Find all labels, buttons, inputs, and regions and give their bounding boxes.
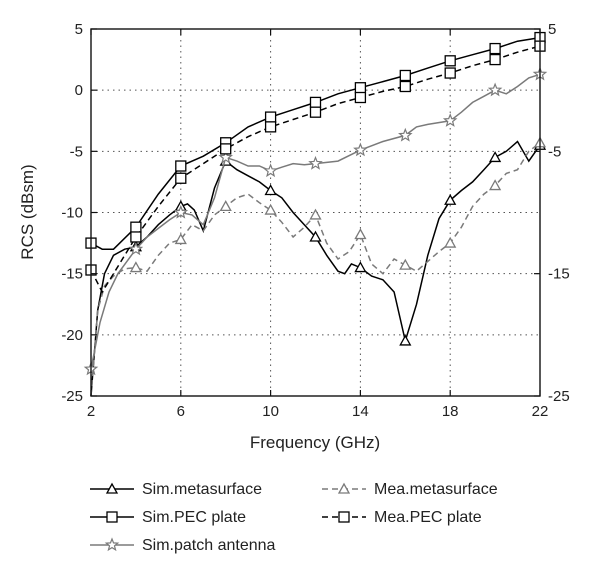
right-y-tick-label: -15 xyxy=(548,266,570,283)
mea-metasurface-marker xyxy=(309,208,322,220)
legend-item: Mea.metasurface xyxy=(322,481,498,498)
sim-metasurface-marker xyxy=(354,261,367,273)
y-tick-label: -25 xyxy=(61,388,83,405)
sim-metasurface-marker xyxy=(309,230,322,242)
legend-marker xyxy=(104,537,120,552)
sim-metasurface-marker xyxy=(488,151,502,163)
series-line-mea-metasurface xyxy=(90,142,541,397)
legend-label: Mea.PEC plate xyxy=(374,509,482,526)
y-tick-label: -15 xyxy=(61,266,83,283)
series-sim-patch-antenna xyxy=(83,66,548,376)
sim-metasurface-marker xyxy=(399,334,412,346)
sim-metasurface-marker xyxy=(444,193,457,205)
sim-pec-plate-marker xyxy=(309,96,322,109)
series-line-mea-pec-plate xyxy=(90,45,541,294)
sim-patch-antenna-marker xyxy=(263,163,278,178)
mea-pec-plate-marker xyxy=(444,67,456,79)
sim-pec-plate-marker xyxy=(130,221,142,233)
y-tick-label: -10 xyxy=(61,205,83,222)
mea-pec-plate-marker xyxy=(130,231,142,243)
legend-label: Sim.PEC plate xyxy=(142,509,246,526)
mea-metasurface-marker xyxy=(219,200,232,212)
right-y-tick-label: 5 xyxy=(548,21,556,38)
sim-pec-plate-marker xyxy=(399,69,411,82)
mea-pec-plate-marker xyxy=(175,172,187,184)
mea-pec-plate-marker xyxy=(399,80,411,93)
mea-metasurface-marker xyxy=(488,179,502,191)
series-sim-metasurface xyxy=(90,138,547,397)
x-tick-label: 18 xyxy=(442,403,459,420)
x-tick-label: 2 xyxy=(87,403,95,420)
x-tick-label: 10 xyxy=(262,403,279,420)
legend-item: Sim.PEC plate xyxy=(90,509,246,526)
series-line-sim-metasurface xyxy=(90,140,541,397)
legend-marker xyxy=(338,511,350,523)
sim-patch-antenna-marker xyxy=(353,142,368,157)
series-line-sim-pec-plate xyxy=(90,36,541,250)
sim-metasurface-marker xyxy=(264,184,277,196)
mea-metasurface-marker xyxy=(174,233,187,245)
right-y-tick-label: -5 xyxy=(548,143,561,160)
sim-patch-antenna-marker xyxy=(442,113,458,127)
y-tick-label: 0 xyxy=(75,82,83,99)
sim-pec-plate-marker xyxy=(264,111,277,123)
legend-marker xyxy=(105,482,119,494)
sim-patch-antenna-marker xyxy=(218,149,233,164)
mea-pec-plate-marker xyxy=(354,91,367,104)
mea-metasurface-marker xyxy=(444,236,457,248)
mea-pec-plate-marker xyxy=(220,143,232,155)
sim-pec-plate-marker xyxy=(444,55,456,67)
sim-patch-antenna-marker xyxy=(173,204,189,219)
mea-metasurface-marker xyxy=(129,261,143,273)
tick-labels: 2 6 10 14 18 22 5 0 -5 -10 -15 -20 -25 5 -5 -15 -25 xyxy=(61,21,569,420)
mea-metasurface-marker xyxy=(264,203,277,215)
legend-marker xyxy=(106,511,118,523)
sim-pec-plate-marker xyxy=(175,160,187,172)
sim-patch-antenna-marker xyxy=(308,155,323,170)
legend-item: Sim.patch antenna xyxy=(90,537,276,554)
legend: Sim.metasurface Mea.metasurface Sim.PEC pl… xyxy=(90,481,498,554)
y-tick-label: -20 xyxy=(61,327,83,344)
series-line-sim-patch-antenna xyxy=(90,73,541,370)
mea-pec-plate-marker xyxy=(309,106,322,118)
y-tick-label: 5 xyxy=(75,21,83,38)
series-layer xyxy=(83,31,548,397)
y-axis-title: RCS (dBsm) xyxy=(18,164,37,259)
right-y-tick-label: -25 xyxy=(548,388,570,405)
x-tick-label: 22 xyxy=(532,403,549,420)
legend-item: Mea.PEC plate xyxy=(322,509,482,526)
mea-metasurface-marker xyxy=(399,258,412,270)
sim-patch-antenna-marker xyxy=(487,82,503,97)
mea-pec-plate-marker xyxy=(489,53,501,66)
legend-marker xyxy=(337,482,351,494)
mea-pec-plate-marker xyxy=(264,121,277,133)
y-tick-label: -5 xyxy=(70,143,83,160)
x-tick-label: 14 xyxy=(352,403,369,420)
sim-pec-plate-marker xyxy=(489,42,501,55)
mea-metasurface-marker xyxy=(354,228,367,240)
sim-patch-antenna-marker xyxy=(128,241,144,256)
x-tick-label: 6 xyxy=(177,403,185,420)
legend-label: Sim.patch antenna xyxy=(142,537,276,554)
sim-patch-antenna-marker xyxy=(398,127,413,142)
x-axis-title: Frequency (GHz) xyxy=(250,433,380,452)
legend-label: Sim.metasurface xyxy=(142,481,262,498)
sim-pec-plate-marker xyxy=(354,82,367,94)
plot-frame xyxy=(90,28,541,397)
legend-item: Sim.metasurface xyxy=(90,481,262,498)
legend-label: Mea.metasurface xyxy=(374,481,498,498)
